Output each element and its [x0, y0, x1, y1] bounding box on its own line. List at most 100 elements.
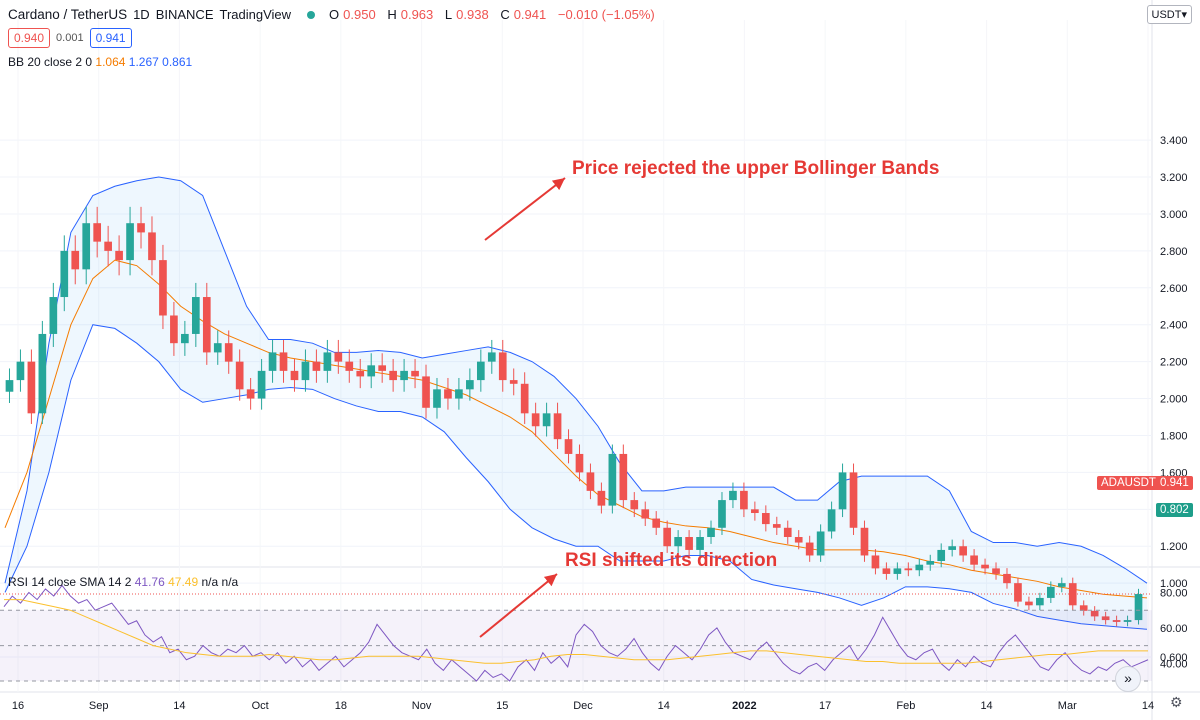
- candle-body: [191, 297, 200, 334]
- bid-ask-box: 0.940 0.001 0.941: [8, 28, 132, 48]
- candle-body: [1068, 583, 1077, 606]
- symbol-title[interactable]: Cardano / TetherUS: [8, 7, 128, 22]
- candle-body: [367, 365, 376, 377]
- price-tick-label: 2.800: [1160, 246, 1188, 258]
- candle-body: [400, 370, 408, 381]
- candle-body: [509, 380, 518, 384]
- time-tick-label: 15: [496, 700, 508, 712]
- candle-body: [1101, 616, 1110, 621]
- candle-body: [882, 568, 891, 574]
- candle-body: [1123, 620, 1132, 622]
- bb-fill: [5, 177, 1147, 630]
- market-status-icon: [307, 10, 316, 19]
- candle-body: [948, 546, 957, 550]
- candle-body: [181, 333, 189, 344]
- price-tick-label: 1.800: [1160, 430, 1188, 442]
- time-tick-label: 14: [980, 700, 992, 712]
- candle-body: [323, 352, 332, 371]
- rsi-tick-label: 80.00: [1160, 588, 1188, 600]
- candle-body: [389, 370, 397, 381]
- price-annotation-arrow: [484, 177, 566, 241]
- candle-body: [279, 352, 288, 371]
- candle-body: [937, 549, 946, 562]
- candle-body: [564, 439, 573, 454]
- candle-body: [652, 518, 661, 528]
- candle-body: [137, 223, 145, 233]
- candle-body: [1090, 610, 1099, 617]
- buy-button[interactable]: 0.941: [89, 28, 132, 48]
- candle-body: [915, 564, 924, 571]
- candle-body: [466, 380, 474, 390]
- candle-body: [224, 343, 233, 362]
- candle-body: [1079, 605, 1088, 611]
- candle-body: [104, 241, 112, 251]
- candle-body: [345, 361, 354, 371]
- price-tick-label: 0.600: [1160, 652, 1188, 664]
- candle-body: [356, 370, 365, 377]
- candle-body: [312, 361, 321, 371]
- candle-body: [487, 352, 496, 362]
- candle-body: [257, 370, 266, 399]
- candle-body: [772, 524, 781, 528]
- candle-body: [805, 542, 814, 556]
- annotation-arrows: [479, 177, 566, 638]
- rsi-line: [3, 584, 1149, 682]
- candle-body: [981, 564, 989, 569]
- time-tick-label: Nov: [412, 700, 432, 712]
- price-tick-label: 3.000: [1160, 209, 1188, 221]
- candle-body: [378, 365, 387, 371]
- candle-body: [455, 389, 463, 399]
- candle-body: [783, 527, 792, 538]
- double-chevron-right-icon[interactable]: »: [1115, 666, 1141, 692]
- sell-button[interactable]: 0.940: [8, 28, 51, 48]
- price-tick-label: 2.200: [1160, 357, 1188, 369]
- interval-label[interactable]: 1D: [133, 7, 150, 22]
- time-tick-label: Dec: [573, 700, 593, 712]
- time-tick-label: 14: [658, 700, 670, 712]
- candle-body: [904, 568, 913, 571]
- source-label: TradingView: [219, 7, 292, 22]
- candle-body: [49, 297, 58, 334]
- candle-body: [542, 413, 551, 427]
- time-tick-label: 18: [335, 700, 347, 712]
- rsi-tick-label: 40.00: [1160, 658, 1188, 670]
- candle-body: [82, 223, 91, 270]
- candle-body: [115, 250, 123, 261]
- time-tick-label: 14: [173, 700, 185, 712]
- candle-body: [751, 509, 759, 514]
- bb-legend[interactable]: BB 20 close 2 0 1.064 1.267 0.861: [8, 55, 193, 69]
- candle-body: [586, 472, 595, 491]
- candle-body: [740, 490, 748, 510]
- bb-upper-line: [4, 176, 1148, 584]
- candle-body: [213, 343, 222, 353]
- candle-body: [575, 453, 584, 473]
- time-tick-label: 2022: [732, 700, 756, 712]
- rsi-legend[interactable]: RSI 14 close SMA 14 2 41.76 47.49 n/a n/…: [8, 575, 239, 589]
- price-tick-label: 1.200: [1160, 541, 1188, 553]
- candle-body: [707, 527, 715, 538]
- candlesticks: [5, 206, 1143, 627]
- candle-body: [235, 361, 244, 390]
- candle-body: [411, 370, 419, 377]
- chart-header: Cardano / TetherUS 1D BINANCE TradingVie…: [8, 7, 659, 22]
- gear-icon[interactable]: ⚙: [1170, 694, 1183, 710]
- price-tick-label: 1.000: [1160, 578, 1188, 590]
- axes: 3.400 3.200 3.000 2.800 2.600 2.400 2.200 2.000…: [12, 135, 1188, 712]
- price-annotation: Price rejected the upper Bollinger Bands: [572, 158, 940, 179]
- currency-selector[interactable]: USDT▾: [1146, 5, 1192, 24]
- candle-body: [498, 352, 507, 381]
- time-tick-label: Sep: [89, 700, 109, 712]
- candle-body: [170, 315, 178, 344]
- candle-body: [60, 250, 69, 298]
- candle-body: [860, 527, 869, 556]
- candle-body: [290, 370, 299, 381]
- candle-body: [1134, 594, 1143, 621]
- candle-body: [1014, 583, 1022, 602]
- candle-body: [159, 260, 167, 316]
- candle-body: [476, 361, 485, 381]
- time-tick-label: Feb: [896, 700, 915, 712]
- candle-body: [871, 555, 880, 569]
- candle-body: [71, 250, 80, 270]
- time-tick-label: 17: [819, 700, 831, 712]
